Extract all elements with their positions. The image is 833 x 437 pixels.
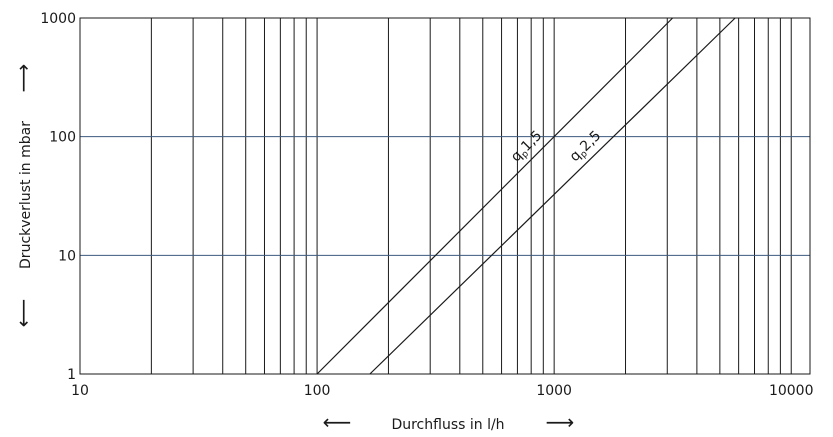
x-axis-arrow-right: ⟶ [546, 410, 575, 434]
x-tick-label: 1000 [536, 383, 572, 399]
y-axis-arrow-down-group: ⟵ [11, 299, 35, 328]
y-axis-arrow-down: ⟵ [11, 299, 35, 328]
y-axis-label: Druckverlust in mbar [18, 121, 34, 269]
x-axis-arrow-left: ⟵ [323, 410, 352, 434]
series-label-subscript: p [579, 149, 590, 160]
y-tick-label: 1000 [40, 11, 76, 27]
horizontal-gridlines [80, 136, 810, 256]
series-line [369, 17, 736, 375]
y-tick-labels: 1 10 100 1000 [40, 11, 76, 383]
x-tick-label: 10000 [769, 383, 814, 399]
y-tick-label: 100 [49, 130, 76, 146]
y-axis-arrow-up: ⟶ [11, 64, 35, 93]
y-axis-label-group: Druckverlust in mbar [18, 121, 34, 269]
y-axis-arrow-up-group: ⟶ [11, 64, 35, 93]
y-tick-label: 10 [58, 248, 76, 264]
series-line [316, 17, 674, 375]
vertical-gridlines [150, 18, 792, 374]
x-tick-labels: 10 100 1000 10000 [71, 383, 813, 399]
series-label-subscript: p [520, 149, 531, 160]
plot-frame [79, 17, 811, 375]
x-axis-label: Durchfluss in l/h [391, 417, 504, 433]
x-tick-label: 10 [71, 383, 89, 399]
x-tick-label: 100 [304, 383, 331, 399]
y-tick-label: 1 [67, 367, 76, 383]
series-lines [316, 17, 736, 375]
